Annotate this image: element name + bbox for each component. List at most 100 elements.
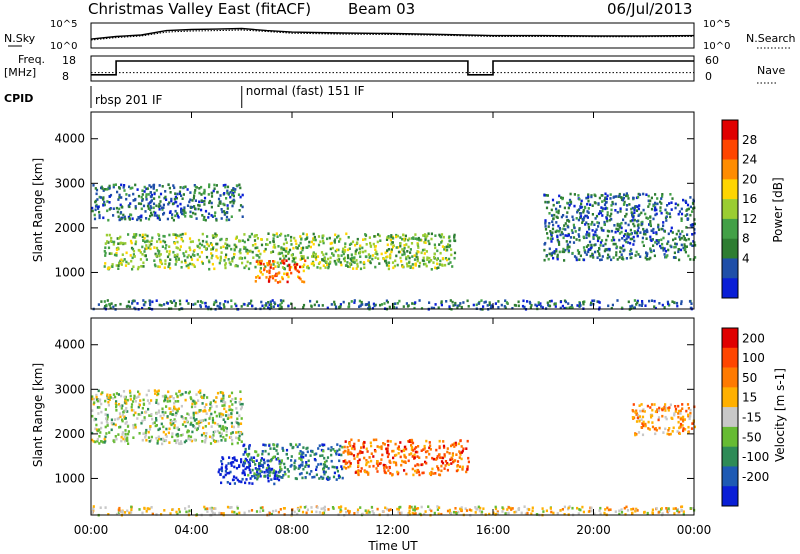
heatmap-cell (343, 445, 346, 449)
heatmap-cell (409, 251, 412, 254)
heatmap-cell (680, 217, 683, 220)
heatmap-cell (157, 214, 160, 218)
heatmap-cell (610, 218, 613, 221)
heatmap-cell (630, 207, 633, 211)
heatmap-cell (640, 426, 644, 429)
heatmap-cell (223, 213, 226, 216)
heatmap-cell (635, 303, 638, 306)
heatmap-cell (338, 459, 341, 463)
heatmap-cell (197, 390, 200, 394)
heatmap-cell (673, 412, 676, 415)
heatmap-cell (306, 256, 309, 260)
heatmap-cell (228, 394, 231, 398)
heatmap-cell (122, 213, 125, 217)
heatmap-cell (329, 256, 332, 260)
heatmap-cell (168, 233, 171, 237)
heatmap-cell (623, 239, 626, 242)
heatmap-cell (575, 238, 578, 241)
heatmap-cell (337, 506, 341, 509)
heatmap-cell (286, 280, 289, 284)
heatmap-cell (210, 243, 213, 247)
heatmap-cell (624, 513, 627, 516)
heatmap-cell (651, 421, 654, 424)
heatmap-cell (312, 261, 315, 265)
heatmap-cell (333, 300, 336, 304)
heatmap-cell (123, 435, 126, 439)
heatmap-cell (241, 215, 244, 218)
heatmap-cell (564, 248, 567, 252)
heatmap-cell (92, 507, 95, 511)
heatmap-cell (673, 245, 676, 249)
heatmap-cell (425, 456, 428, 459)
heatmap-cell (272, 509, 275, 513)
heatmap-cell (193, 265, 196, 268)
heatmap-cell (137, 202, 141, 205)
heatmap-cell (642, 227, 645, 231)
heatmap-cell (242, 469, 245, 472)
heatmap-cell (678, 510, 681, 514)
heatmap-cell (348, 511, 351, 515)
heatmap-cell (595, 214, 599, 218)
heatmap-cell (488, 512, 491, 516)
heatmap-cell (509, 506, 512, 510)
heatmap-cell (375, 250, 378, 254)
heatmap-cell (585, 236, 588, 239)
heatmap-cell (400, 463, 403, 467)
heatmap-cell (267, 306, 270, 309)
heatmap-cell (155, 299, 158, 302)
heatmap-cell (375, 467, 378, 470)
heatmap-cell (280, 246, 283, 249)
heatmap-cell (657, 225, 660, 229)
heatmap-cell (383, 466, 386, 470)
heatmap-cell (579, 508, 582, 512)
heatmap-cell (239, 402, 242, 406)
heatmap-cell (659, 244, 662, 248)
heatmap-cell (403, 251, 406, 255)
heatmap-cell (282, 449, 285, 452)
heatmap-cell (441, 257, 444, 260)
heatmap-cell (437, 467, 440, 470)
heatmap-cell (555, 221, 558, 224)
heatmap-cell (592, 233, 595, 237)
heatmap-cell (434, 303, 437, 306)
heatmap-cell (143, 185, 146, 189)
heatmap-cell (694, 244, 697, 247)
heatmap-cell (131, 186, 134, 190)
heatmap-cell (211, 254, 214, 257)
heatmap-cell (383, 471, 386, 474)
heatmap-cell (176, 394, 179, 398)
heatmap-cell (628, 203, 631, 206)
heatmap-cell (307, 266, 310, 270)
heatmap-cell (692, 207, 695, 210)
heatmap-cell (118, 508, 121, 512)
heatmap-cell (137, 405, 140, 409)
heatmap-cell (664, 208, 667, 212)
heatmap-cell (307, 465, 310, 468)
heatmap-cell (143, 416, 146, 419)
heatmap-cell (609, 508, 612, 511)
heatmap-cell (411, 441, 415, 445)
heatmap-cell (193, 402, 197, 405)
heatmap-cell (376, 464, 380, 467)
heatmap-cell (629, 249, 632, 253)
heatmap-cell (430, 509, 433, 513)
heatmap-cell (687, 237, 690, 241)
heatmap-cell (108, 233, 111, 237)
heatmap-cell (141, 189, 144, 192)
heatmap-cell (424, 262, 427, 266)
heatmap-cell (357, 464, 360, 467)
heatmap-cell (356, 455, 359, 458)
heatmap-cell (404, 460, 407, 463)
velocity-heatmap-cells (91, 389, 696, 517)
heatmap-cell (541, 306, 544, 309)
heatmap-cell (598, 196, 601, 200)
heatmap-cell (220, 412, 223, 416)
heatmap-cell (225, 253, 228, 257)
heatmap-cell (679, 248, 683, 252)
heatmap-cell (670, 226, 673, 230)
heatmap-cell (399, 244, 402, 248)
heatmap-cell (548, 300, 552, 303)
heatmap-cell (626, 232, 629, 235)
heatmap-cell (652, 204, 655, 208)
heatmap-cell (559, 205, 562, 208)
